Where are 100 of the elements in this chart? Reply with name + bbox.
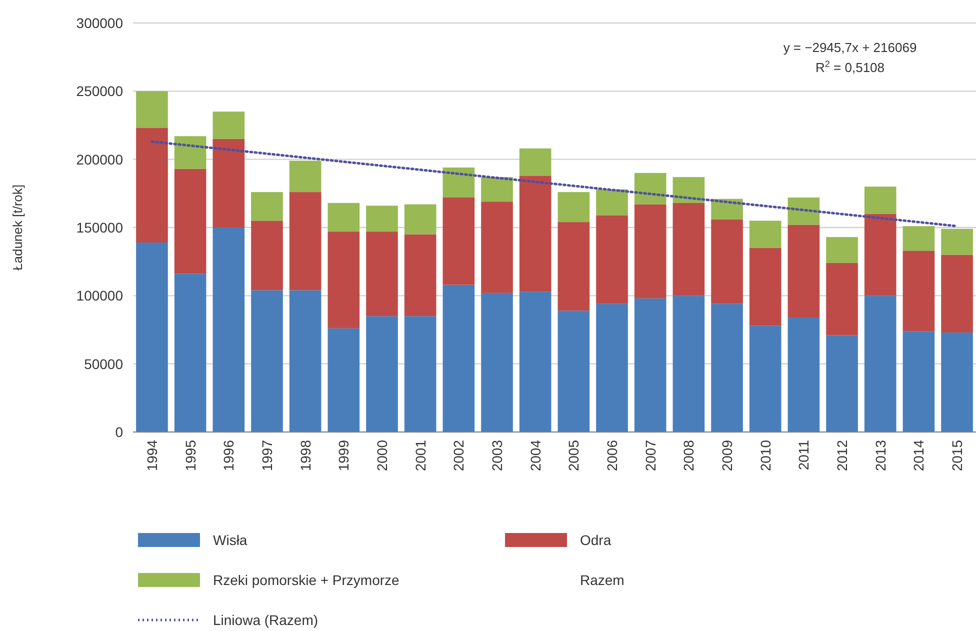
bar bbox=[251, 220, 283, 290]
bar bbox=[788, 224, 820, 318]
x-tick-label: 2005 bbox=[566, 440, 582, 472]
bar bbox=[711, 198, 743, 220]
bar bbox=[404, 234, 436, 316]
bar bbox=[481, 202, 513, 293]
bar bbox=[328, 232, 360, 328]
x-tick-label: 1996 bbox=[220, 440, 237, 472]
bar bbox=[902, 226, 935, 251]
x-tick-label: 2013 bbox=[872, 440, 888, 472]
legend-label: Liniowa (Razem) bbox=[213, 612, 318, 628]
bar bbox=[519, 176, 552, 292]
x-tick-label: 1995 bbox=[182, 440, 198, 472]
bar bbox=[558, 310, 590, 432]
bar bbox=[366, 316, 398, 432]
bar bbox=[366, 206, 398, 232]
bar bbox=[174, 136, 206, 169]
bar bbox=[864, 214, 896, 296]
bar bbox=[366, 232, 398, 316]
bar bbox=[902, 331, 935, 432]
bar bbox=[442, 284, 475, 432]
bar bbox=[596, 215, 628, 304]
bar bbox=[596, 189, 628, 216]
bar bbox=[136, 91, 168, 128]
bar bbox=[788, 317, 820, 432]
bar bbox=[251, 290, 283, 432]
annotation: R$^{2}$ = 0,5108 bbox=[815, 59, 885, 75]
bar bbox=[826, 237, 858, 263]
bar bbox=[442, 168, 475, 198]
y-tick-label: 0 bbox=[115, 424, 124, 440]
x-tick-label: 1998 bbox=[297, 440, 314, 472]
bar bbox=[711, 219, 743, 304]
bar bbox=[826, 335, 858, 432]
x-tick-label: 2009 bbox=[719, 440, 736, 472]
bar bbox=[826, 262, 858, 336]
x-tick-label: 1994 bbox=[144, 440, 160, 472]
bar bbox=[442, 198, 475, 285]
legend-label: Rzeki pomorskie + Przymorze bbox=[213, 572, 400, 588]
x-tick-label: 2011 bbox=[796, 440, 812, 470]
bar bbox=[174, 274, 206, 432]
bar bbox=[251, 192, 283, 221]
bar bbox=[749, 248, 782, 326]
x-tick-label: 1997 bbox=[258, 440, 275, 472]
x-tick-label: 2003 bbox=[488, 440, 505, 472]
bar bbox=[289, 160, 322, 192]
bar bbox=[519, 148, 552, 176]
bar bbox=[941, 332, 973, 432]
y-tick-label: 50000 bbox=[84, 356, 124, 372]
annotation: y = −2945,7x + 216069 bbox=[783, 40, 917, 55]
bar bbox=[481, 292, 513, 432]
bar bbox=[212, 138, 245, 228]
bar bbox=[864, 296, 896, 432]
x-tick-label: 2006 bbox=[604, 440, 620, 472]
bar bbox=[672, 296, 705, 432]
bar bbox=[404, 316, 436, 432]
x-tick-label: 2004 bbox=[527, 440, 544, 472]
x-tick-label: 2010 bbox=[757, 440, 774, 472]
y-tick-label: 200000 bbox=[76, 151, 124, 168]
legend-label: Wisła bbox=[213, 532, 248, 548]
bar bbox=[558, 192, 590, 222]
x-tick-label: 2002 bbox=[450, 440, 467, 472]
y-tick-label: 250000 bbox=[76, 83, 124, 100]
bar bbox=[749, 220, 782, 248]
x-tick-label: 2014 bbox=[910, 440, 927, 472]
x-tick-label: 2001 bbox=[412, 440, 428, 472]
bar bbox=[788, 198, 820, 225]
bar bbox=[289, 192, 322, 290]
bar bbox=[596, 304, 628, 432]
text: Razem bbox=[580, 572, 624, 588]
bar bbox=[328, 328, 360, 432]
y-tick-label: 100000 bbox=[76, 288, 124, 304]
y-axis-title: Ładunek [t/rok] bbox=[10, 184, 25, 270]
bar bbox=[902, 250, 935, 332]
bar bbox=[558, 222, 590, 311]
x-tick-label: 2015 bbox=[949, 440, 966, 472]
bar bbox=[672, 177, 705, 203]
bar bbox=[212, 112, 245, 139]
bar bbox=[634, 172, 666, 204]
y-tick-label: 150000 bbox=[76, 220, 124, 236]
y-tick-label: 300000 bbox=[76, 15, 124, 31]
bar bbox=[328, 202, 360, 232]
bar bbox=[212, 228, 245, 432]
x-tick-label: 2008 bbox=[680, 440, 697, 472]
x-tick-label: 2012 bbox=[834, 440, 850, 472]
bar bbox=[289, 290, 322, 432]
bar bbox=[174, 168, 206, 274]
bar bbox=[864, 186, 896, 214]
bar bbox=[634, 204, 666, 298]
legend-label: Odra bbox=[580, 532, 612, 548]
x-tick-label: 2000 bbox=[374, 440, 390, 472]
bar bbox=[404, 204, 436, 234]
bar bbox=[672, 202, 705, 296]
bar bbox=[481, 177, 513, 202]
x-tick-label: 2007 bbox=[642, 440, 658, 472]
bar bbox=[711, 304, 743, 432]
bar bbox=[941, 228, 973, 255]
x-tick-label: 1999 bbox=[336, 440, 352, 472]
bar bbox=[749, 326, 782, 432]
bar bbox=[941, 254, 973, 332]
bar bbox=[136, 242, 168, 432]
